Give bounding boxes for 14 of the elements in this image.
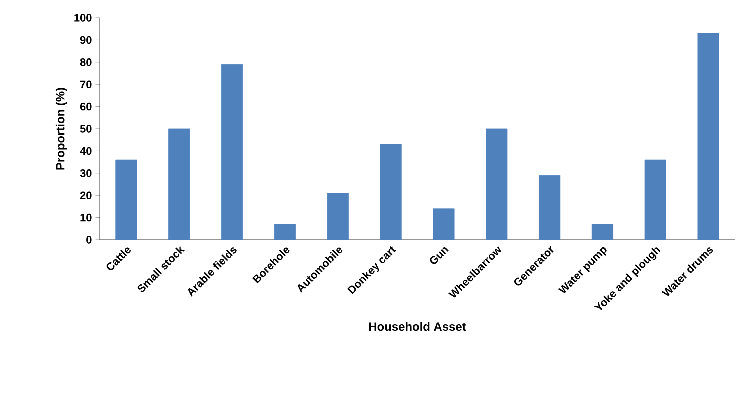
y-tick-label: 40 xyxy=(80,147,92,156)
y-tick-label: 50 xyxy=(80,125,92,133)
y-tick-label: 0 xyxy=(86,236,92,244)
y-tick-label: 90 xyxy=(80,36,92,44)
y-tick-label: 70 xyxy=(80,80,92,88)
y-tick-label: 20 xyxy=(80,192,92,200)
x-axis-title: Household Asset xyxy=(369,322,466,332)
y-tick-label: 30 xyxy=(80,170,92,178)
y-tick-label: 80 xyxy=(80,58,92,66)
y-tick-label: 10 xyxy=(80,214,92,222)
y-tick-label: 60 xyxy=(80,102,92,111)
y-axis-title: Proportion (%) xyxy=(56,88,68,170)
y-tick-label: 100 xyxy=(74,14,92,22)
x-tick-label: Gun xyxy=(430,247,449,264)
